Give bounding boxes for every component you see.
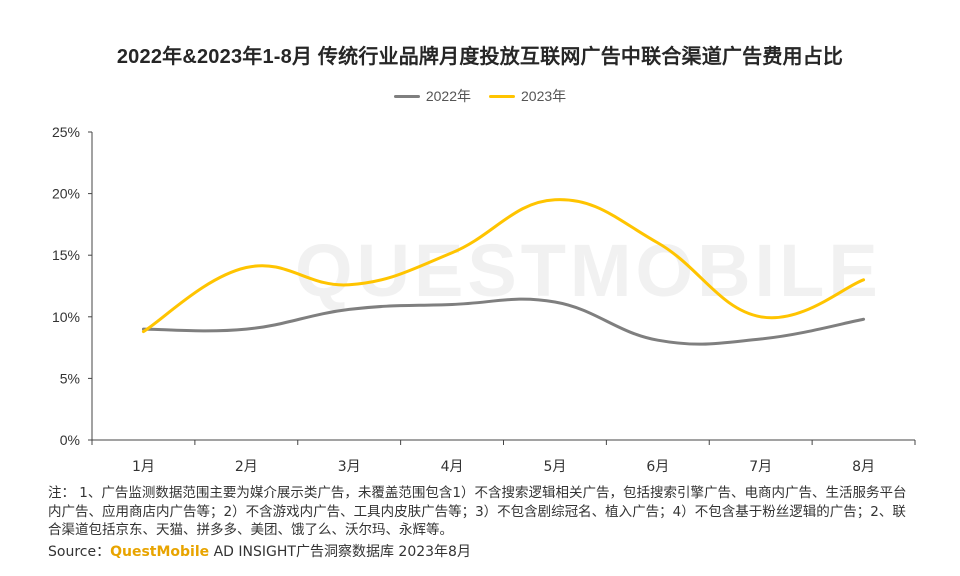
series-line-2022年 — [141, 297, 866, 346]
x-tick-label: 2月 — [235, 459, 258, 475]
legend-item-2023: 2023年 — [489, 86, 566, 106]
footnote: 注： 1、广告监测数据范围主要为媒介展示类广告，未覆盖范围包含1）不含搜索逻辑相… — [48, 485, 907, 538]
y-tick-label: 20% — [52, 186, 80, 202]
source-brand: QuestMobile — [110, 544, 210, 560]
source-label: Source： — [48, 544, 111, 560]
legend-label-2023: 2023年 — [521, 88, 567, 104]
legend-swatch-2023 — [489, 94, 515, 98]
x-tick-label: 3月 — [338, 459, 361, 475]
y-tick-label: 25% — [52, 124, 80, 140]
legend: 2022年 2023年 — [0, 86, 960, 106]
chart-title: 2022年&2023年1-8月 传统行业品牌月度投放互联网广告中联合渠道广告费用… — [116, 46, 844, 68]
legend-swatch-2022 — [393, 94, 420, 98]
legend-label-2022: 2022年 — [425, 88, 471, 104]
x-tick-label: 4月 — [441, 459, 464, 475]
x-tick-label: 8月 — [852, 459, 875, 475]
source-line: Source：QuestMobile AD INSIGHT广告洞察数据库 202… — [48, 541, 471, 561]
y-tick-label: 0% — [60, 432, 80, 448]
x-tick-label: 7月 — [749, 459, 772, 475]
series-line-2023年 — [141, 198, 866, 334]
x-tick-label: 1月 — [132, 459, 155, 475]
source-rest: AD INSIGHT广告洞察数据库 2023年8月 — [209, 544, 471, 560]
x-tick-label: 6月 — [646, 459, 669, 475]
legend-item-2022: 2022年 — [393, 86, 471, 106]
y-tick-label: 15% — [52, 247, 80, 263]
y-tick-label: 10% — [52, 309, 80, 325]
x-tick-label: 5月 — [543, 459, 566, 475]
y-tick-label: 5% — [60, 370, 80, 386]
